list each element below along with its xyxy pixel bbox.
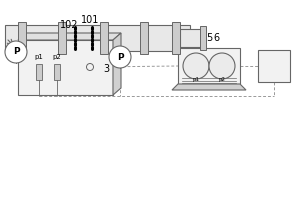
Text: p2: p2 [52, 54, 62, 60]
Text: p1: p1 [193, 77, 200, 82]
FancyBboxPatch shape [180, 29, 205, 47]
Polygon shape [113, 33, 121, 95]
Text: 3: 3 [103, 64, 109, 74]
Text: p1: p1 [34, 54, 43, 60]
FancyBboxPatch shape [200, 26, 206, 50]
Text: P: P [13, 47, 19, 56]
Circle shape [183, 53, 209, 79]
Text: 102: 102 [60, 20, 79, 30]
Circle shape [109, 46, 131, 68]
FancyBboxPatch shape [178, 48, 240, 84]
Text: p2: p2 [218, 77, 226, 82]
Text: 5: 5 [206, 33, 212, 43]
Polygon shape [18, 33, 121, 40]
FancyBboxPatch shape [36, 64, 42, 80]
FancyBboxPatch shape [18, 40, 113, 95]
Circle shape [209, 53, 235, 79]
Circle shape [5, 41, 27, 63]
FancyBboxPatch shape [18, 22, 26, 54]
FancyBboxPatch shape [258, 50, 290, 82]
Text: P: P [117, 52, 123, 62]
Polygon shape [172, 84, 246, 90]
FancyBboxPatch shape [172, 22, 180, 54]
Text: 6: 6 [213, 33, 219, 43]
FancyBboxPatch shape [54, 64, 60, 80]
FancyBboxPatch shape [100, 22, 108, 54]
FancyBboxPatch shape [140, 22, 148, 54]
Text: 101: 101 [81, 15, 99, 25]
FancyBboxPatch shape [58, 22, 66, 54]
FancyBboxPatch shape [5, 25, 190, 51]
